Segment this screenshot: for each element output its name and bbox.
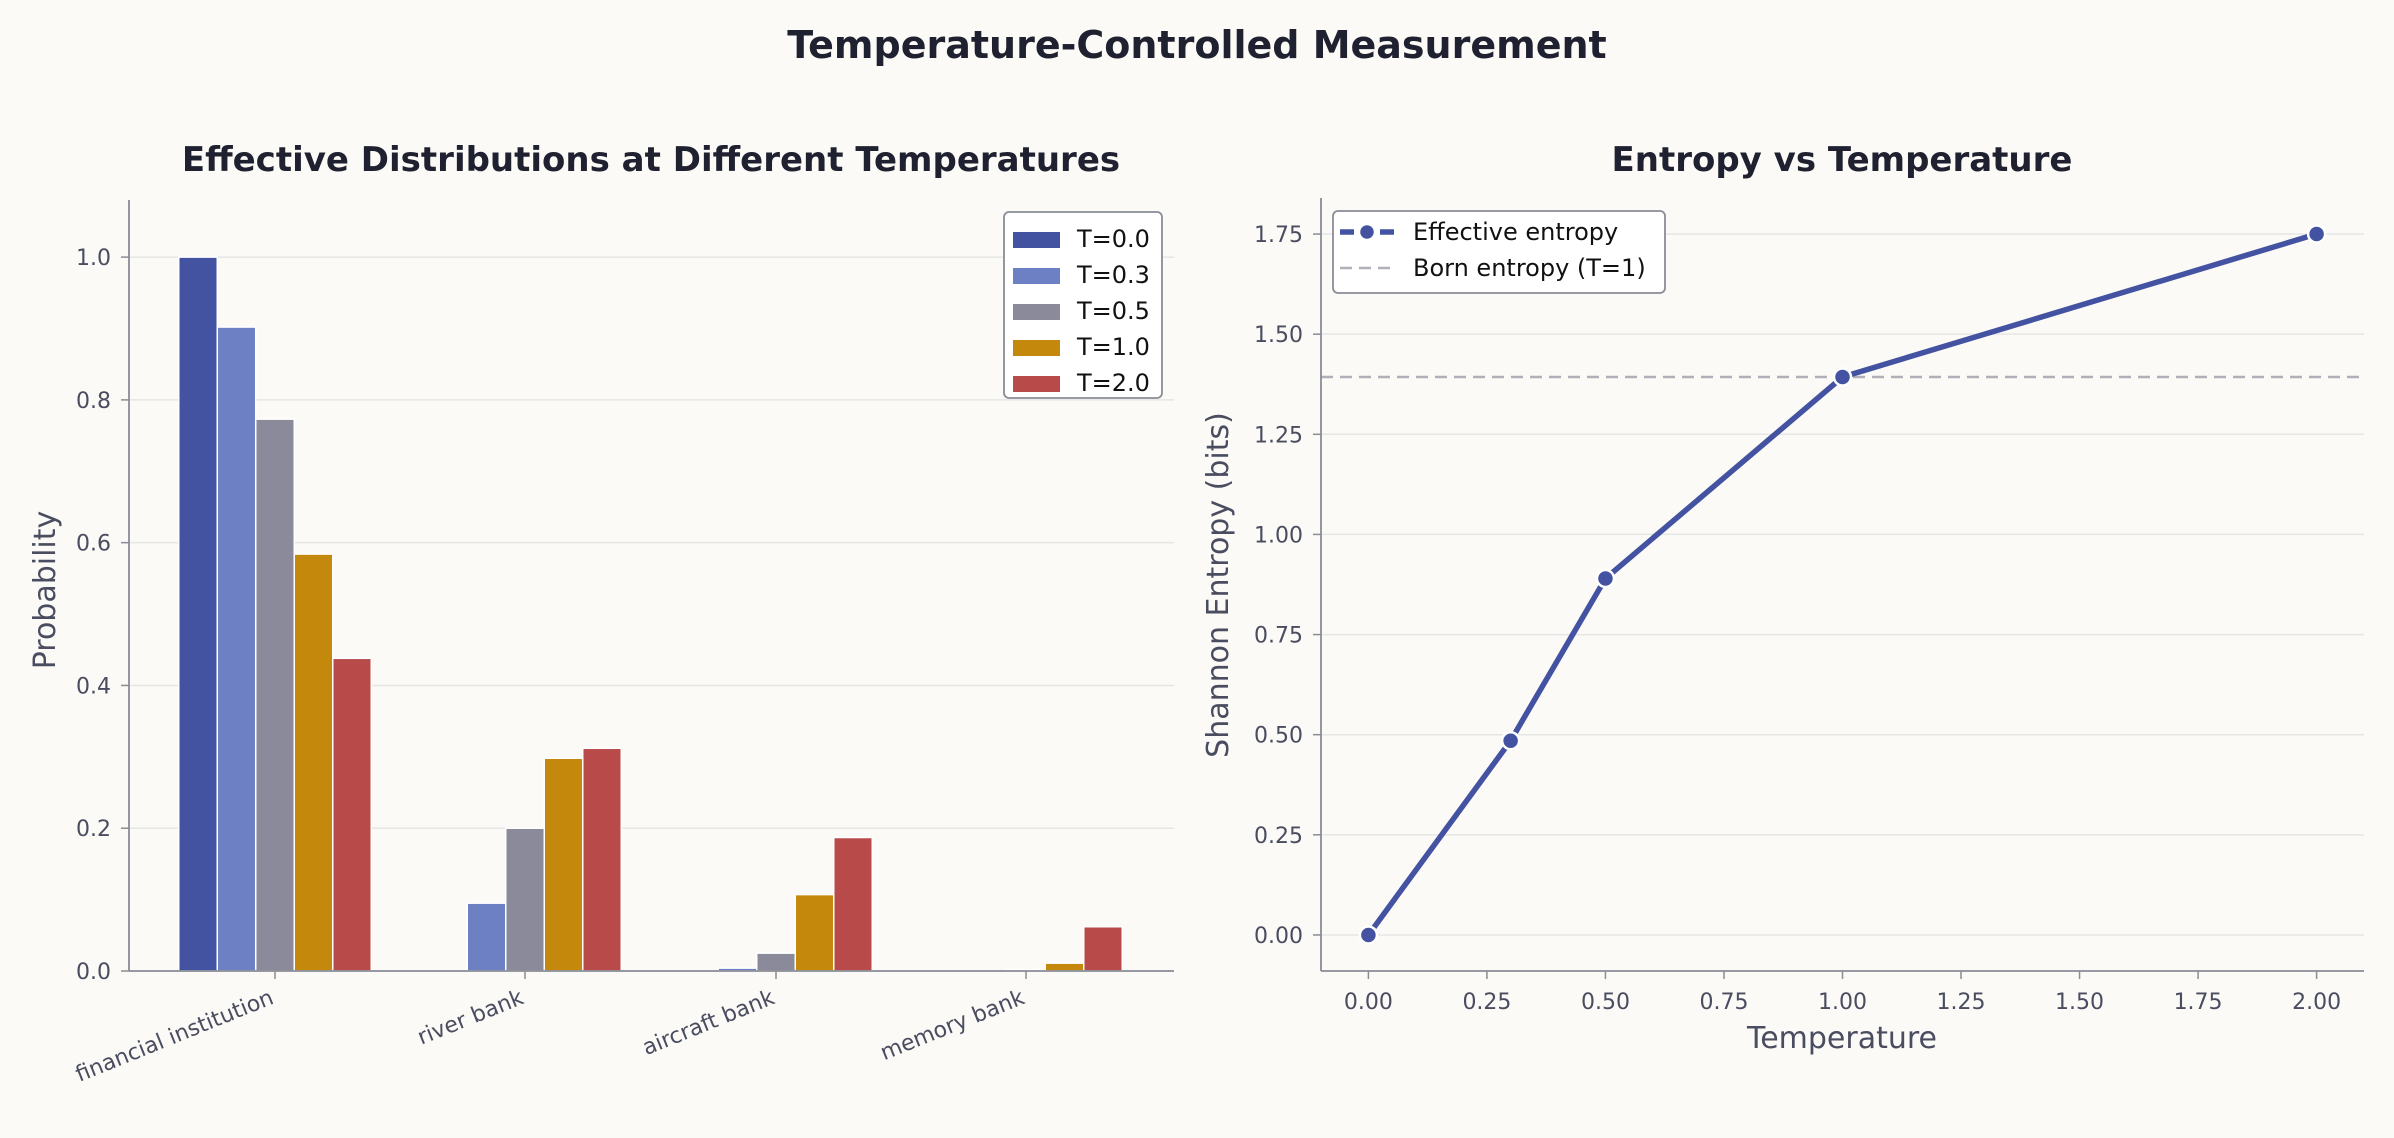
legend-swatch-0 <box>1013 232 1060 248</box>
line-chart-ytick-label: 0.25 <box>1254 824 1303 849</box>
bar-chart-legend: T=0.0 T=0.3 T=0.5 T=1.0 T=2.0 <box>1003 211 1163 399</box>
bar-2-2 <box>756 952 796 972</box>
line-chart-ytick-label: 1.50 <box>1254 323 1303 348</box>
line-chart-ytick-label: 0.00 <box>1254 924 1303 949</box>
bar-1-2 <box>505 827 545 972</box>
bar-0-3 <box>293 553 334 972</box>
line-chart-ytick-label: 0.50 <box>1254 724 1303 749</box>
bar-chart-category-label: memory bank <box>877 985 1029 1066</box>
legend-effective-label: Effective entropy <box>1413 218 1618 246</box>
bar-1-4 <box>582 747 622 972</box>
bar-chart-panel: Effective Distributions at Different Tem… <box>28 140 1174 1088</box>
bar-0-4 <box>332 657 372 972</box>
line-chart-xtick-label: 1.75 <box>2174 990 2223 1015</box>
line-chart-xtick-label: 0.50 <box>1581 990 1630 1015</box>
legend-born-label: Born entropy (T=1) <box>1413 254 1646 282</box>
bar-0-2 <box>255 418 295 972</box>
line-chart-title: Entropy vs Temperature <box>1612 140 2073 180</box>
legend-swatch-4 <box>1013 376 1060 392</box>
bar-chart-category-label: aircraft bank <box>639 985 778 1061</box>
legend-effective-marker <box>1357 222 1377 242</box>
line-chart-xtick-label: 1.00 <box>1818 990 1867 1015</box>
legend-swatch-1 <box>1013 268 1060 284</box>
bar-1-3 <box>543 757 584 972</box>
line-chart-xtick-label: 0.00 <box>1344 990 1393 1015</box>
bar-chart-ylabel: Probability <box>28 511 63 670</box>
line-chart-xtick-label: 0.25 <box>1462 990 1511 1015</box>
bar-3-3 <box>1044 962 1085 972</box>
line-chart-ytick-label: 1.75 <box>1254 223 1303 248</box>
line-chart-ytick-label: 1.00 <box>1254 523 1303 548</box>
bar-0-1 <box>216 326 257 972</box>
bar-chart-ytick-label: 0.2 <box>76 817 111 842</box>
bar-chart-ytick-label: 0.8 <box>76 389 111 414</box>
entropy-point-3 <box>1832 367 1853 387</box>
line-chart-ytick-label: 0.75 <box>1254 624 1303 649</box>
entropy-point-1 <box>1500 730 1521 751</box>
legend-swatch-2 <box>1013 304 1060 320</box>
bar-chart-ytick-label: 0.4 <box>76 674 111 699</box>
legend-swatch-3 <box>1013 340 1060 356</box>
legend-label-4: T=2.0 <box>1076 369 1150 397</box>
bar-chart-ytick-label: 0.0 <box>76 960 111 985</box>
line-chart-xtick-label: 1.25 <box>1937 990 1986 1015</box>
bar-3-4 <box>1083 925 1123 972</box>
effective-entropy-line <box>1366 231 2318 937</box>
entropy-point-2 <box>1595 568 1616 589</box>
line-chart-legend: Effective entropy Born entropy (T=1) <box>1332 210 1666 294</box>
bar-chart-ytick-label: 0.6 <box>76 532 111 557</box>
bar-2-4 <box>833 836 873 972</box>
legend-label-3: T=1.0 <box>1076 333 1150 361</box>
line-chart-xtick-label: 2.00 <box>2292 990 2341 1015</box>
line-chart-xtick-label: 0.75 <box>1699 990 1748 1015</box>
bar-chart-ytick-label: 1.0 <box>76 246 111 271</box>
figure-title: Temperature-Controlled Measurement <box>787 23 1606 67</box>
bar-chart-title: Effective Distributions at Different Tem… <box>182 140 1120 180</box>
line-chart-xtick-label: 1.50 <box>2055 990 2104 1015</box>
entropy-point-0 <box>1358 925 1379 945</box>
legend-label-1: T=0.3 <box>1076 261 1150 289</box>
bar-0-0 <box>178 256 218 972</box>
bar-2-3 <box>794 893 835 972</box>
line-chart-ylabel: Shannon Entropy (bits) <box>1201 412 1236 758</box>
line-chart-xlabel: Temperature <box>1746 1021 1937 1056</box>
entropy-point-4 <box>2306 224 2327 244</box>
line-chart-ytick-label: 1.25 <box>1254 423 1303 448</box>
legend-label-2: T=0.5 <box>1076 297 1150 325</box>
legend-label-0: T=0.0 <box>1076 225 1150 253</box>
bar-chart-category-label: financial institution <box>72 985 277 1087</box>
line-chart-legend-box <box>1332 210 1666 294</box>
line-chart-panel: Entropy vs Temperature Shannon Entropy (… <box>1201 140 2364 1056</box>
bar-chart-category-label: river bank <box>414 985 527 1050</box>
bar-1-1 <box>466 902 507 972</box>
